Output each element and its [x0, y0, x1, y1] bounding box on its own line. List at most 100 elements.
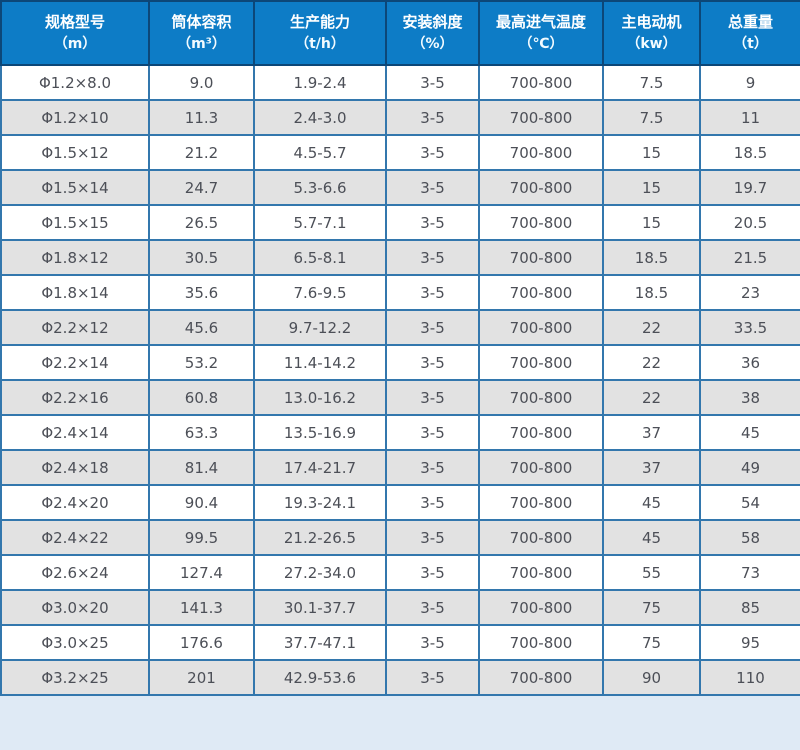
table-cell: 13.0-16.2 — [253, 379, 387, 416]
table-cell: 21.2 — [148, 134, 255, 171]
column-header-7: 总重量 （t） — [699, 0, 800, 66]
table-cell: 176.6 — [148, 624, 255, 661]
table-row: Φ1.5×12 21.2 4.5-5.7 3-5 700-800 15 18.5 — [0, 134, 800, 171]
table-cell: 11.3 — [148, 99, 255, 136]
table-cell: 20.5 — [699, 204, 800, 241]
table-cell: 141.3 — [148, 589, 255, 626]
table-row: Φ3.0×25 176.6 37.7-47.1 3-5 700-800 75 95 — [0, 624, 800, 661]
table-row: Φ2.6×24 127.4 27.2-34.0 3-5 700-800 55 73 — [0, 554, 800, 591]
table-cell: 27.2-34.0 — [253, 554, 387, 591]
table-cell: 85 — [699, 589, 800, 626]
spec-table-body: Φ1.2×8.0 9.0 1.9-2.4 3-5 700-800 7.5 9 Φ1.2×10 1… — [0, 64, 800, 696]
table-cell: 7.5 — [602, 99, 701, 136]
table-cell: 19.3-24.1 — [253, 484, 387, 521]
table-cell: 73 — [699, 554, 800, 591]
table-cell: 3-5 — [385, 169, 480, 206]
table-cell: 4.5-5.7 — [253, 134, 387, 171]
table-cell: 3-5 — [385, 134, 480, 171]
table-cell: 127.4 — [148, 554, 255, 591]
table-cell: 3-5 — [385, 274, 480, 311]
spec-table: 规格型号 （m） 筒体容积 （m³） 生产能力 （t/h） 安装斜度 （%） 最高进气温度 （℃）… — [0, 0, 800, 696]
table-cell: 700-800 — [478, 624, 604, 661]
table-cell: 700-800 — [478, 169, 604, 206]
table-cell: Φ2.6×24 — [0, 554, 150, 591]
table-cell: Φ2.4×22 — [0, 519, 150, 556]
table-cell: 13.5-16.9 — [253, 414, 387, 451]
table-cell: 3-5 — [385, 204, 480, 241]
table-cell: 38 — [699, 379, 800, 416]
table-cell: 700-800 — [478, 274, 604, 311]
table-cell: 33.5 — [699, 309, 800, 346]
table-row: Φ2.4×20 90.4 19.3-24.1 3-5 700-800 45 54 — [0, 484, 800, 521]
table-row: Φ2.4×22 99.5 21.2-26.5 3-5 700-800 45 58 — [0, 519, 800, 556]
column-header-unit: （m） — [53, 35, 97, 52]
table-cell: 3-5 — [385, 64, 480, 101]
table-cell: 54 — [699, 484, 800, 521]
table-cell: 45 — [699, 414, 800, 451]
table-cell: 63.3 — [148, 414, 255, 451]
table-cell: 37.7-47.1 — [253, 624, 387, 661]
table-cell: 75 — [602, 624, 701, 661]
table-cell: 19.7 — [699, 169, 800, 206]
table-cell: 700-800 — [478, 134, 604, 171]
table-cell: 700-800 — [478, 519, 604, 556]
table-cell: Φ1.5×14 — [0, 169, 150, 206]
table-cell: 21.5 — [699, 239, 800, 276]
table-cell: 30.5 — [148, 239, 255, 276]
table-cell: 3-5 — [385, 99, 480, 136]
table-cell: 55 — [602, 554, 701, 591]
column-header-unit: （%） — [411, 35, 454, 52]
table-cell: 5.7-7.1 — [253, 204, 387, 241]
table-cell: 700-800 — [478, 64, 604, 101]
table-cell: Φ2.2×12 — [0, 309, 150, 346]
table-cell: 3-5 — [385, 519, 480, 556]
table-cell: 7.5 — [602, 64, 701, 101]
table-cell: 700-800 — [478, 344, 604, 381]
table-cell: 75 — [602, 589, 701, 626]
table-cell: 90.4 — [148, 484, 255, 521]
header-row: 规格型号 （m） 筒体容积 （m³） 生产能力 （t/h） 安装斜度 （%） 最高进气温度 （℃）… — [0, 0, 800, 66]
table-cell: 3-5 — [385, 309, 480, 346]
table-cell: 21.2-26.5 — [253, 519, 387, 556]
column-header-unit: （t） — [733, 35, 768, 52]
column-header-3: 生产能力 （t/h） — [253, 0, 387, 66]
table-cell: 15 — [602, 169, 701, 206]
table-cell: 700-800 — [478, 554, 604, 591]
table-row: Φ1.2×8.0 9.0 1.9-2.4 3-5 700-800 7.5 9 — [0, 64, 800, 101]
table-cell: 18.5 — [699, 134, 800, 171]
table-cell: 700-800 — [478, 379, 604, 416]
table-cell: Φ1.8×12 — [0, 239, 150, 276]
table-row: Φ1.2×10 11.3 2.4-3.0 3-5 700-800 7.5 11 — [0, 99, 800, 136]
column-header-2: 筒体容积 （m³） — [148, 0, 255, 66]
column-header-4: 安装斜度 （%） — [385, 0, 480, 66]
table-cell: 35.6 — [148, 274, 255, 311]
table-cell: 3-5 — [385, 379, 480, 416]
table-cell: 9 — [699, 64, 800, 101]
table-cell: 60.8 — [148, 379, 255, 416]
spec-table-header: 规格型号 （m） 筒体容积 （m³） 生产能力 （t/h） 安装斜度 （%） 最高进气温度 （℃）… — [0, 0, 800, 66]
table-row: Φ2.2×12 45.6 9.7-12.2 3-5 700-800 22 33.5 — [0, 309, 800, 346]
table-row: Φ1.8×12 30.5 6.5-8.1 3-5 700-800 18.5 21.5 — [0, 239, 800, 276]
table-cell: 110 — [699, 659, 800, 696]
table-cell: 700-800 — [478, 414, 604, 451]
table-cell: Φ1.2×8.0 — [0, 64, 150, 101]
table-cell: 201 — [148, 659, 255, 696]
table-cell: 24.7 — [148, 169, 255, 206]
column-header-unit: （℃） — [518, 35, 564, 52]
table-row: Φ3.2×25 201 42.9-53.6 3-5 700-800 90 110 — [0, 659, 800, 696]
table-row: Φ2.4×14 63.3 13.5-16.9 3-5 700-800 37 45 — [0, 414, 800, 451]
table-row: Φ2.4×18 81.4 17.4-21.7 3-5 700-800 37 49 — [0, 449, 800, 486]
table-cell: Φ3.0×25 — [0, 624, 150, 661]
column-header-unit: （kw） — [626, 35, 677, 52]
table-cell: 3-5 — [385, 659, 480, 696]
table-cell: 9.0 — [148, 64, 255, 101]
table-row: Φ2.2×14 53.2 11.4-14.2 3-5 700-800 22 36 — [0, 344, 800, 381]
table-cell: 9.7-12.2 — [253, 309, 387, 346]
table-cell: 45 — [602, 484, 701, 521]
table-cell: 700-800 — [478, 484, 604, 521]
table-cell: 3-5 — [385, 554, 480, 591]
table-cell: 17.4-21.7 — [253, 449, 387, 486]
table-cell: 700-800 — [478, 589, 604, 626]
table-cell: 36 — [699, 344, 800, 381]
table-cell: 7.6-9.5 — [253, 274, 387, 311]
